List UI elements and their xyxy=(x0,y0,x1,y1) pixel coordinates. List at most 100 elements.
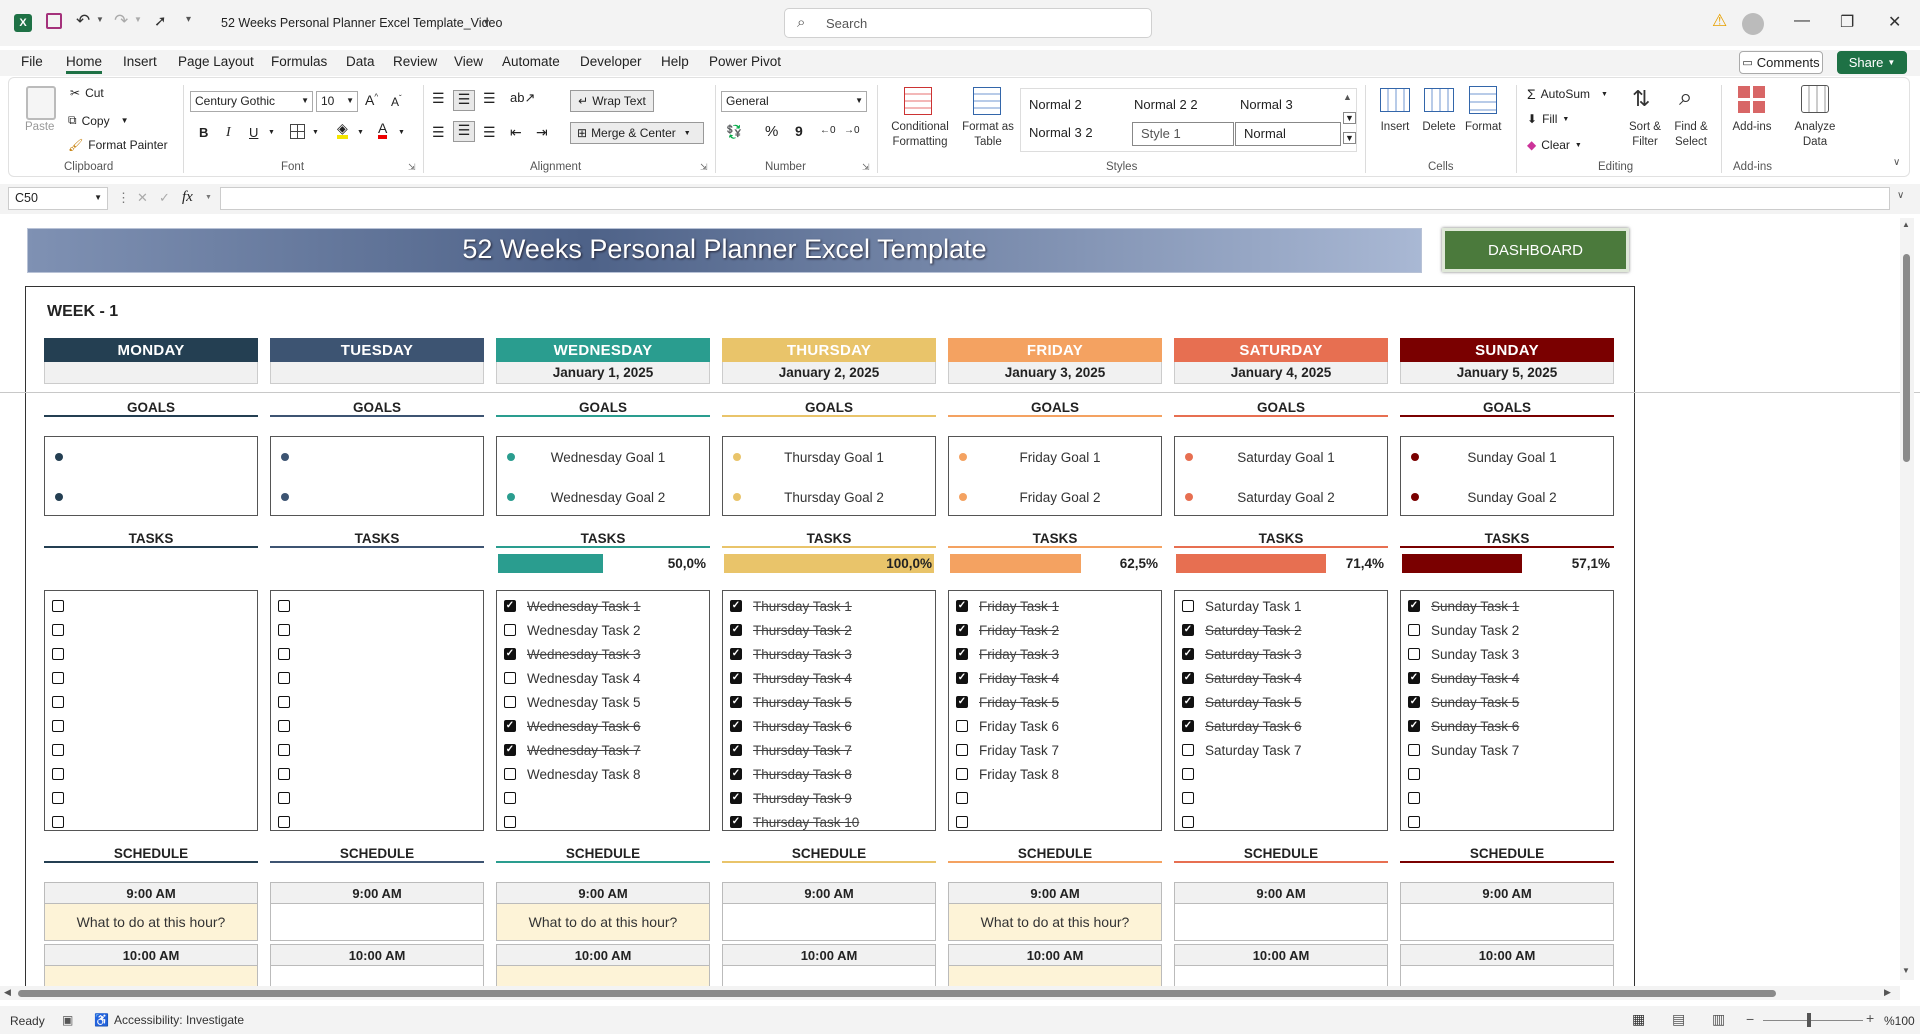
dialog-launcher-icon[interactable]: ⇲ xyxy=(862,162,870,172)
page-layout-view-icon[interactable]: ▤ xyxy=(1672,1011,1686,1027)
restore-button[interactable]: ❐ xyxy=(1840,14,1855,31)
macro-record-icon[interactable]: ▣ xyxy=(62,1013,74,1027)
comments-button[interactable]: ▭ Comments xyxy=(1739,51,1823,74)
decrease-font-icon[interactable]: Aˇ xyxy=(391,94,402,109)
align-center-icon[interactable]: ☰ xyxy=(453,121,475,142)
checkbox-icon[interactable] xyxy=(956,744,968,756)
goal-item[interactable] xyxy=(271,477,483,517)
copy-button[interactable]: ⧉ Copy ▼ xyxy=(68,113,129,128)
gallery-more-icon[interactable]: ▼ xyxy=(1343,132,1356,144)
checkbox-icon[interactable] xyxy=(956,816,968,828)
gallery-scroll-up-icon[interactable]: ▲ xyxy=(1343,92,1352,102)
sort-filter-button[interactable]: Sort & Filter xyxy=(1629,121,1661,148)
tab-help[interactable]: Help xyxy=(661,54,689,69)
format-as-table-button[interactable]: Format as Table xyxy=(962,121,1014,148)
checkbox-icon[interactable] xyxy=(1182,792,1194,804)
zoom-out-icon[interactable]: − xyxy=(1746,1011,1755,1027)
style-normal-2[interactable]: Normal 2 xyxy=(1029,97,1082,112)
checkbox-icon[interactable] xyxy=(504,816,516,828)
checkbox-checked-icon[interactable]: ✓ xyxy=(1182,720,1194,732)
style-normal-3[interactable]: Normal 3 xyxy=(1240,97,1293,112)
redo-icon[interactable]: ↷ xyxy=(114,11,129,30)
format-as-table-icon[interactable] xyxy=(973,87,1001,115)
schedule-slot[interactable] xyxy=(722,904,936,941)
chevron-down-icon[interactable]: ▼ xyxy=(96,15,104,24)
addins-icon[interactable] xyxy=(1738,86,1766,114)
checkbox-checked-icon[interactable]: ✓ xyxy=(956,600,968,612)
font-family-select[interactable]: Century Gothic ▼ xyxy=(190,91,313,112)
bold-button[interactable]: B xyxy=(199,125,209,140)
scroll-right-icon[interactable]: ▶ xyxy=(1884,987,1891,997)
checkbox-icon[interactable] xyxy=(1408,648,1420,660)
fill-button[interactable]: ⬇ Fill ▼ xyxy=(1527,112,1569,126)
enter-icon[interactable]: ✓ xyxy=(159,190,170,205)
checkbox-checked-icon[interactable]: ✓ xyxy=(956,672,968,684)
schedule-slot[interactable] xyxy=(496,966,710,986)
checkbox-icon[interactable] xyxy=(52,768,64,780)
insert-cells-button[interactable]: Insert xyxy=(1380,121,1410,133)
decrease-indent-icon[interactable]: ⇤ xyxy=(510,124,522,140)
checkbox-icon[interactable] xyxy=(504,768,516,780)
checkbox-checked-icon[interactable]: ✓ xyxy=(730,696,742,708)
font-color-icon[interactable]: A xyxy=(378,121,388,139)
checkbox-checked-icon[interactable]: ✓ xyxy=(730,648,742,660)
worksheet[interactable]: 52 Weeks Personal Planner Excel Template… xyxy=(0,216,1920,986)
schedule-slot[interactable] xyxy=(1174,904,1388,941)
zoom-in-icon[interactable]: + xyxy=(1866,1010,1875,1026)
checkbox-checked-icon[interactable]: ✓ xyxy=(730,720,742,732)
checkbox-icon[interactable] xyxy=(1182,744,1194,756)
paste-button[interactable]: Paste xyxy=(25,121,55,133)
goal-item[interactable]: Saturday Goal 2 xyxy=(1175,477,1387,517)
checkbox-icon[interactable] xyxy=(278,720,290,732)
align-top-icon[interactable]: ☰ xyxy=(432,90,445,106)
horizontal-scrollbar[interactable]: ◀ ▶ xyxy=(0,986,1900,1000)
chevron-down-icon[interactable]: ▼ xyxy=(312,129,319,136)
delete-cells-button[interactable]: Delete xyxy=(1422,121,1456,133)
tab-file[interactable]: File xyxy=(21,54,43,69)
chevron-down-icon[interactable]: ▼ xyxy=(398,129,405,136)
checkbox-checked-icon[interactable]: ✓ xyxy=(1182,696,1194,708)
minimize-button[interactable]: — xyxy=(1794,12,1810,29)
cut-button[interactable]: ✂ Cut xyxy=(70,86,104,100)
goal-item[interactable] xyxy=(45,437,257,477)
chevron-down-icon[interactable]: ▼ xyxy=(357,129,364,136)
align-right-icon[interactable]: ☰ xyxy=(483,124,496,140)
currency-icon[interactable]: 💱 xyxy=(726,124,743,139)
dashboard-button[interactable]: DASHBOARD xyxy=(1442,228,1629,272)
cancel-icon[interactable]: ✕ xyxy=(137,190,148,205)
checkbox-icon[interactable] xyxy=(52,720,64,732)
checkbox-checked-icon[interactable]: ✓ xyxy=(730,792,742,804)
schedule-slot[interactable] xyxy=(44,966,258,986)
find-select-icon[interactable]: ⌕ xyxy=(1679,84,1693,111)
tab-review[interactable]: Review xyxy=(393,54,438,69)
clear-button[interactable]: ◆ Clear ▼ xyxy=(1527,138,1582,152)
checkbox-icon[interactable] xyxy=(52,672,64,684)
chevron-down-icon[interactable]: ▼ xyxy=(268,129,275,136)
checkbox-checked-icon[interactable]: ✓ xyxy=(956,648,968,660)
format-cells-button[interactable]: Format xyxy=(1465,121,1502,133)
expand-formula-icon[interactable]: ∨ xyxy=(1897,190,1905,201)
checkbox-icon[interactable] xyxy=(504,696,516,708)
style-normal-3-2[interactable]: Normal 3 2 xyxy=(1029,125,1093,140)
increase-font-icon[interactable]: A^ xyxy=(365,92,379,108)
goal-item[interactable]: Friday Goal 1 xyxy=(949,437,1161,477)
checkbox-checked-icon[interactable]: ✓ xyxy=(1182,672,1194,684)
tab-data[interactable]: Data xyxy=(346,54,375,69)
tab-page-layout[interactable]: Page Layout xyxy=(178,54,254,69)
comma-button[interactable]: 9 xyxy=(795,123,803,139)
fill-color-icon[interactable]: ◈ xyxy=(337,121,348,139)
checkbox-icon[interactable] xyxy=(278,792,290,804)
checkbox-icon[interactable] xyxy=(1408,792,1420,804)
warning-icon[interactable]: ⚠ xyxy=(1712,11,1728,30)
close-button[interactable]: ✕ xyxy=(1888,14,1902,31)
gallery-scroll-down-icon[interactable]: ▼ xyxy=(1343,112,1356,124)
align-middle-icon[interactable]: ☰ xyxy=(453,90,475,111)
checkbox-checked-icon[interactable]: ✓ xyxy=(1408,672,1420,684)
schedule-slot[interactable]: What to do at this hour? xyxy=(948,904,1162,941)
checkbox-checked-icon[interactable]: ✓ xyxy=(730,624,742,636)
checkbox-icon[interactable] xyxy=(278,600,290,612)
undo-icon[interactable]: ↶ xyxy=(76,11,91,30)
checkbox-checked-icon[interactable]: ✓ xyxy=(956,696,968,708)
goal-item[interactable]: Wednesday Goal 1 xyxy=(497,437,709,477)
sort-filter-icon[interactable]: ⇅ xyxy=(1632,86,1651,111)
